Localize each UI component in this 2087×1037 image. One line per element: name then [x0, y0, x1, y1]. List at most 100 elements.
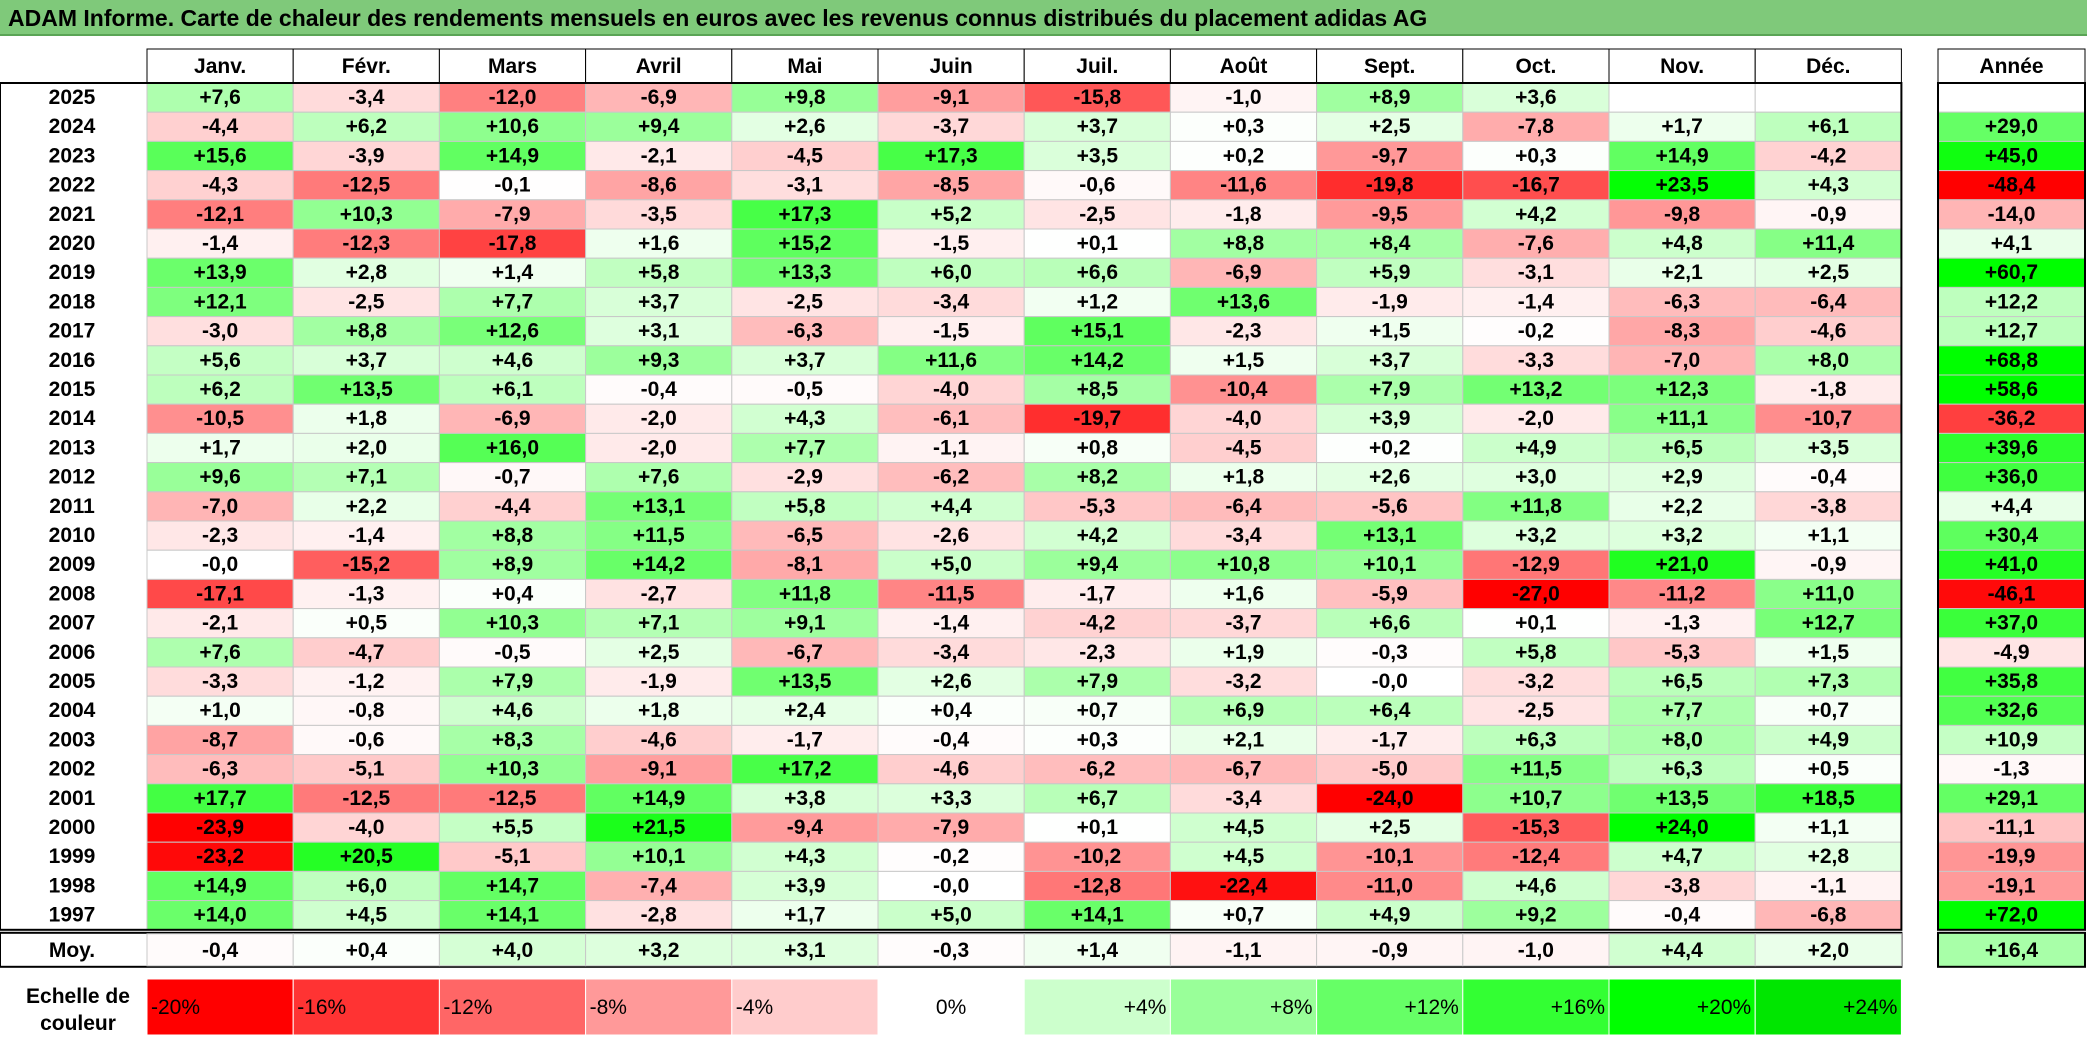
heatmap-cell: [1316, 374, 1464, 405]
cell-value: -3,3: [202, 670, 238, 693]
cell-value: -4,6: [933, 758, 969, 781]
cell-value: +4,6: [1515, 874, 1556, 897]
cell-value: +7,1: [638, 612, 680, 635]
cell-value: -4,4: [202, 115, 239, 138]
cell-value: +6,3: [1515, 728, 1556, 751]
cell-value: -7,0: [202, 495, 238, 518]
cell-value: -6,9: [641, 86, 677, 109]
heatmap-cell: [585, 140, 733, 172]
heatmap-cell: [438, 520, 587, 551]
cell-value: -2,0: [1518, 407, 1554, 430]
cell-value: -2,7: [641, 582, 677, 605]
average-cell: [877, 933, 1025, 967]
heatmap-cell: [1462, 228, 1610, 259]
heatmap-cell: [146, 870, 294, 902]
average-value: +3,2: [638, 939, 679, 962]
cell-value: -5,6: [1372, 495, 1408, 518]
heatmap-cell: [1608, 578, 1756, 610]
heatmap-cell: [1316, 724, 1464, 756]
heatmap-cell: [1754, 257, 1902, 288]
heatmap-cell: [146, 695, 294, 726]
cell-value: -17,8: [489, 232, 537, 255]
cell-value: -12,9: [1512, 553, 1560, 576]
cell-value: -5,1: [348, 758, 385, 781]
cell-value: -11,2: [1659, 582, 1706, 605]
heatmap-cell: [1608, 520, 1756, 551]
heatmap-cell: [1608, 286, 1756, 318]
legend-label: -16%: [297, 996, 346, 1019]
row-year-label: 2019: [49, 261, 96, 284]
cell-value: +8,0: [1808, 349, 1849, 372]
legend-swatch: [438, 978, 587, 1036]
column-header: Oct.: [1515, 55, 1556, 78]
heatmap-cell: [1316, 140, 1464, 172]
heatmap-cell: [292, 462, 440, 493]
heatmap-cell: [438, 403, 587, 434]
row-year-label: 2002: [49, 758, 96, 781]
heatmap-cell: [585, 316, 733, 347]
heatmap-cell: [731, 608, 879, 639]
cell-value: +9,2: [1515, 904, 1556, 927]
annual-value: -48,4: [1988, 174, 2036, 197]
cell-value: +5,0: [930, 553, 971, 576]
heatmap-cell: [1316, 608, 1464, 639]
row-year-label: 2008: [49, 582, 96, 605]
cell-value: -6,8: [1810, 904, 1847, 927]
heatmap-cell: [731, 754, 879, 785]
cell-value: +5,2: [930, 203, 971, 226]
cell-value: +1,5: [1223, 349, 1265, 372]
cell-value: +7,7: [784, 436, 825, 459]
cell-value: -9,8: [1664, 203, 1701, 226]
cell-value: -2,1: [641, 144, 678, 167]
annual-value: +32,6: [1985, 699, 2038, 722]
cell-value: +8,8: [1223, 232, 1265, 255]
heatmap-cell: [877, 608, 1025, 639]
heatmap-cell: [731, 666, 879, 697]
cell-value: -6,2: [1079, 758, 1115, 781]
cell-value: -23,9: [196, 816, 244, 839]
cell-value: +4,2: [1515, 203, 1556, 226]
cell-value: +3,7: [638, 290, 679, 313]
cell-value: +14,1: [486, 904, 539, 927]
cell-value: +5,8: [1515, 641, 1557, 664]
heatmap-cell: [146, 724, 294, 756]
column-header: Août: [1220, 55, 1268, 78]
cell-value: -10,2: [1073, 845, 1121, 868]
cell-value: +11,8: [1510, 495, 1562, 518]
cell-value: +3,0: [1515, 466, 1556, 489]
heatmap-cell: [877, 345, 1025, 376]
heatmap-cell: [731, 900, 879, 931]
cell-value: +14,9: [486, 144, 539, 167]
cell-value: +15,2: [778, 232, 831, 255]
legend-label: -12%: [443, 996, 492, 1019]
cell-value: +1,6: [1223, 582, 1264, 605]
cell-value: +15,1: [1071, 320, 1124, 343]
legend-label: 0%: [936, 996, 966, 1019]
cell-value: +24,0: [1656, 816, 1709, 839]
average-cell: [438, 933, 587, 967]
legend-label: +12%: [1405, 996, 1459, 1019]
cell-value: +1,7: [1661, 115, 1702, 138]
cell-value: -22,4: [1220, 874, 1268, 897]
heatmap-cell: [877, 111, 1025, 142]
cell-value: -12,1: [196, 203, 244, 226]
cell-value: -5,9: [1372, 582, 1408, 605]
cell-value: +5,9: [1369, 261, 1410, 284]
cell-value: -4,0: [348, 816, 384, 839]
cell-value: +0,4: [930, 699, 972, 722]
average-cell: [1023, 933, 1171, 967]
cell-value: -0,0: [202, 553, 238, 576]
average-value: -0,3: [933, 939, 969, 962]
heatmap-cell: [731, 286, 879, 318]
heatmap-cell: [438, 199, 587, 230]
heatmap-cell: [146, 783, 294, 814]
cell-value: -1,4: [1518, 290, 1555, 313]
cell-value: -3,7: [933, 115, 969, 138]
cell-value: -3,2: [1225, 670, 1261, 693]
cell-value: +11,0: [1802, 582, 1854, 605]
cell-value: -4,7: [348, 641, 384, 664]
column-header-cell: [731, 48, 879, 84]
heatmap-cell: [731, 695, 879, 726]
heatmap-cell: [1316, 403, 1464, 434]
cell-value: -10,1: [1366, 845, 1414, 868]
